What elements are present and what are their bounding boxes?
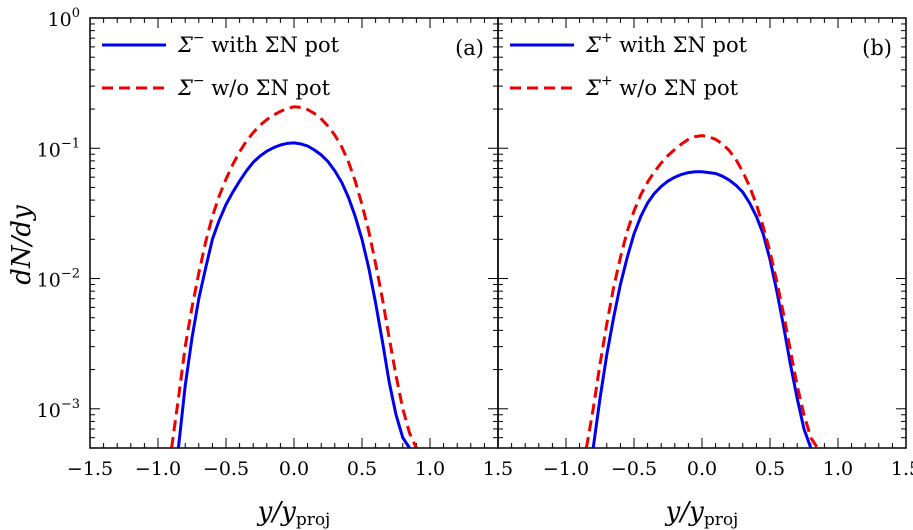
y-tick-label: 10−1	[37, 136, 80, 161]
x-tick-label: 1.5	[891, 458, 913, 480]
series-line-with-pot	[176, 141, 411, 448]
x-tick-label: 0.0	[279, 458, 309, 480]
panel-a: −1.5 −1.0 −0.5 0.0 0.5 1.0 1.5 10−3 10−2 10−1 100 Σ…	[37, 6, 513, 480]
x-axis-label-a: y/yproj	[257, 497, 331, 530]
legend-label: Σ+ w/o ΣN pot	[585, 73, 739, 100]
x-tick-label: 0.5	[755, 458, 785, 480]
y-tick-label: 10−3	[37, 397, 80, 422]
x-tick-label: 1.5	[483, 458, 513, 480]
panel-label: (b)	[862, 36, 892, 60]
panel-b: −1.0 −0.5 0.0 0.5 1.0 1.5 Σ+ with ΣN pot Σ+ w/o…	[497, 17, 913, 480]
x-tick-label: −1.5	[67, 458, 113, 480]
x-tick-label: −0.5	[203, 458, 249, 480]
y-tick-label: 100	[48, 6, 80, 31]
x-tick-label: −1.0	[135, 458, 181, 480]
legend-label: Σ+ with ΣN pot	[585, 30, 748, 57]
panels: −1.5 −1.0 −0.5 0.0 0.5 1.0 1.5 10−3 10−2 10−1 100 Σ…	[37, 6, 913, 480]
series-line-without-pot	[584, 134, 819, 448]
x-axis-label-b: y/yproj	[665, 497, 739, 530]
legend-label: Σ− with ΣN pot	[177, 30, 340, 57]
x-axis-label-a-sub: proj	[296, 510, 331, 530]
panel-label: (a)	[455, 36, 484, 60]
x-axis-label-a-main: y/y	[257, 497, 296, 527]
x-tick-label: −0.5	[611, 458, 657, 480]
y-tick-label: 10−2	[37, 267, 80, 292]
x-axis-label-b-sub: proj	[704, 510, 739, 530]
x-tick-label: 1.0	[415, 458, 445, 480]
x-axis-label-b-main: y/y	[665, 497, 704, 527]
x-tick-label: 0.5	[347, 458, 377, 480]
series-line-with-pot	[591, 170, 813, 448]
y-axis-label: dN/dy	[7, 205, 37, 285]
x-tick-label: −1.0	[543, 458, 589, 480]
x-tick-label: 0.0	[687, 458, 717, 480]
x-tick-label: 1.0	[823, 458, 853, 480]
series-line-without-pot	[170, 105, 418, 448]
plot-frame	[497, 17, 907, 449]
legend-label: Σ− w/o ΣN pot	[177, 73, 331, 100]
